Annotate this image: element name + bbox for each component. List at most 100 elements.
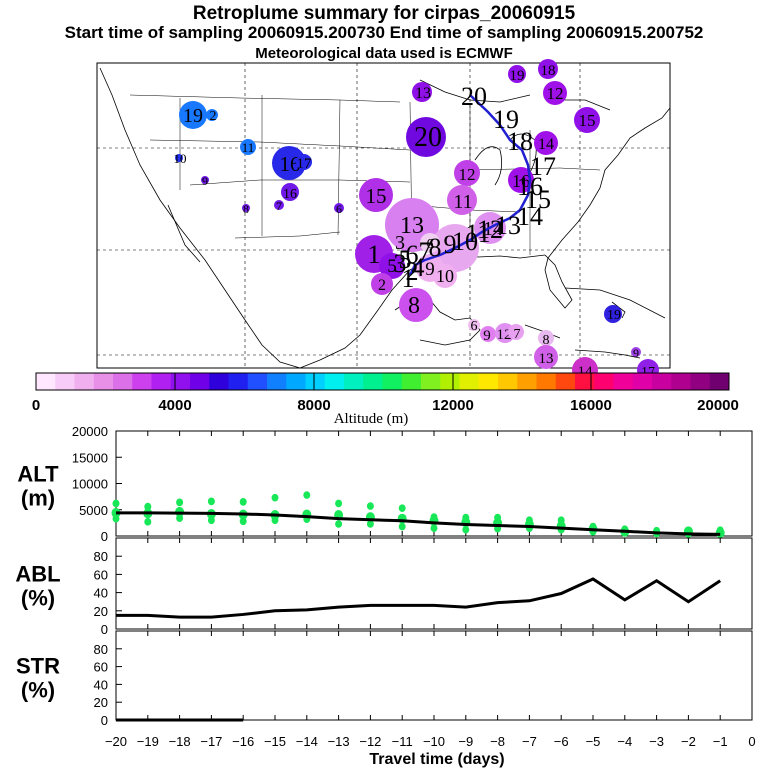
- marker: 11: [240, 139, 256, 155]
- colorbar-swatch: [190, 373, 210, 390]
- track-day-labels: 20 19 18 17 16 15 14 13 12 11 10 9 8 7 6…: [394, 82, 557, 293]
- retroplume-map: 19 2 11 10 16 17 16 9 8 7 6 20 13 19 18 …: [32, 59, 739, 427]
- data-point: [398, 522, 406, 531]
- marker: 13: [412, 82, 432, 102]
- x-axis-label: Travel time (days): [369, 751, 504, 768]
- svg-text:9: 9: [202, 174, 208, 188]
- track-label: 3: [394, 249, 407, 278]
- track-label: 18: [507, 127, 533, 156]
- svg-text:2: 2: [378, 277, 386, 294]
- meteorological-data-line: Meteorological data used is ECMWF: [255, 45, 513, 62]
- data-point: [715, 527, 725, 538]
- svg-text:10: 10: [436, 266, 454, 286]
- svg-text:7: 7: [276, 199, 282, 213]
- svg-text:12: 12: [459, 165, 476, 184]
- colorbar-swatch: [74, 373, 95, 390]
- marker: 8: [242, 202, 250, 216]
- marker: 5: [379, 253, 405, 279]
- data-point: [239, 517, 247, 526]
- svg-text:13: 13: [400, 213, 424, 239]
- marker: 12: [543, 81, 567, 105]
- x-tick-label: −16: [232, 734, 254, 749]
- colorbar-swatch: [267, 373, 287, 390]
- colorbar-swatch: [536, 373, 557, 390]
- colorbar-swatch: [93, 373, 114, 390]
- y-axis-label: ALT: [17, 462, 59, 487]
- marker: 19: [508, 65, 526, 84]
- colorbar-swatch: [344, 373, 364, 390]
- svg-text:1: 1: [368, 240, 381, 269]
- track-label: 1: [402, 264, 415, 293]
- data-point: [239, 498, 247, 506]
- marker: 20: [406, 117, 446, 157]
- x-tick-label: −11: [392, 734, 413, 749]
- marker: 16: [281, 183, 299, 202]
- marker: 16: [508, 167, 534, 193]
- data-point: [366, 502, 374, 510]
- svg-text:3: 3: [395, 232, 405, 254]
- altitude-colorbar: [35, 372, 730, 391]
- retroplume-markers: 19 2 11 10 16 17 16 9 8 7 6 20 13 19 18 …: [174, 59, 659, 383]
- svg-text:8: 8: [243, 202, 249, 216]
- colorbar-swatch: [36, 373, 56, 390]
- colorbar-swatch: [459, 373, 480, 390]
- track-label: 17: [530, 152, 556, 181]
- x-tick-label: −6: [554, 734, 569, 749]
- track-label: 15: [525, 185, 551, 214]
- data-point: [176, 514, 184, 523]
- track-label: 12: [477, 215, 503, 244]
- panel-abl: 0 20 40 60 80 ABL(%): [15, 537, 753, 637]
- y-tick-label: 60: [94, 567, 108, 582]
- panel-alt: 0 5000 10000 15000 20000 ALT(m): [17, 424, 753, 544]
- y-axis-label: (%): [21, 678, 55, 703]
- svg-text:19: 19: [607, 308, 621, 323]
- x-tick-label: −12: [359, 734, 381, 749]
- colorbar-swatch: [421, 373, 441, 390]
- track-label: 16: [517, 172, 543, 201]
- data-point: [144, 502, 152, 511]
- x-tick-label: −3: [649, 734, 664, 749]
- svg-text:18: 18: [541, 63, 556, 79]
- colorbar-tick: 0: [32, 397, 40, 414]
- series-line: [116, 577, 722, 619]
- track-label: 4: [412, 253, 425, 282]
- svg-text:13: 13: [415, 85, 431, 102]
- colorbar-swatch: [55, 373, 75, 390]
- x-tick-label: −13: [328, 734, 350, 749]
- marker: 15: [574, 107, 600, 133]
- x-tick-label: −2: [681, 734, 696, 749]
- marker: 6: [334, 202, 344, 216]
- marker: 6: [420, 233, 440, 253]
- svg-text:2: 2: [210, 109, 217, 124]
- marker: 11: [447, 185, 477, 215]
- svg-text:11: 11: [453, 191, 472, 213]
- svg-text:10: 10: [174, 151, 187, 166]
- y-tick-label: 20: [94, 604, 108, 619]
- colorbar-swatch: [671, 373, 691, 390]
- colorbar-swatch: [517, 373, 537, 390]
- svg-text:6: 6: [427, 237, 434, 252]
- x-tick-label: −5: [586, 734, 601, 749]
- y-tick-label: 20: [94, 695, 108, 710]
- marker: 8: [399, 288, 433, 322]
- sampling-time-line: Start time of sampling 20060915.200730 E…: [64, 23, 704, 42]
- svg-text:9: 9: [633, 346, 639, 360]
- colorbar-swatch: [209, 373, 229, 390]
- marker: 2: [371, 273, 393, 295]
- colorbar-border: [35, 372, 730, 391]
- svg-text:7: 7: [514, 327, 521, 342]
- colorbar-swatch: [690, 373, 711, 390]
- svg-text:19: 19: [183, 105, 203, 127]
- marker: 10: [433, 264, 457, 288]
- x-tick-label: −9: [458, 734, 473, 749]
- x-tick-label: −4: [617, 734, 632, 749]
- colorbar-tick-labels: 0 4000 8000 12000 16000 20000: [32, 397, 739, 414]
- svg-text:11: 11: [242, 140, 255, 155]
- svg-text:13: 13: [539, 351, 554, 367]
- y-tick-label: 0: [101, 529, 108, 544]
- colorbar-axis-label: Altitude (m): [334, 411, 409, 427]
- colorbar-swatch: [305, 373, 326, 390]
- svg-text:20: 20: [414, 122, 442, 153]
- data-point: [335, 499, 343, 508]
